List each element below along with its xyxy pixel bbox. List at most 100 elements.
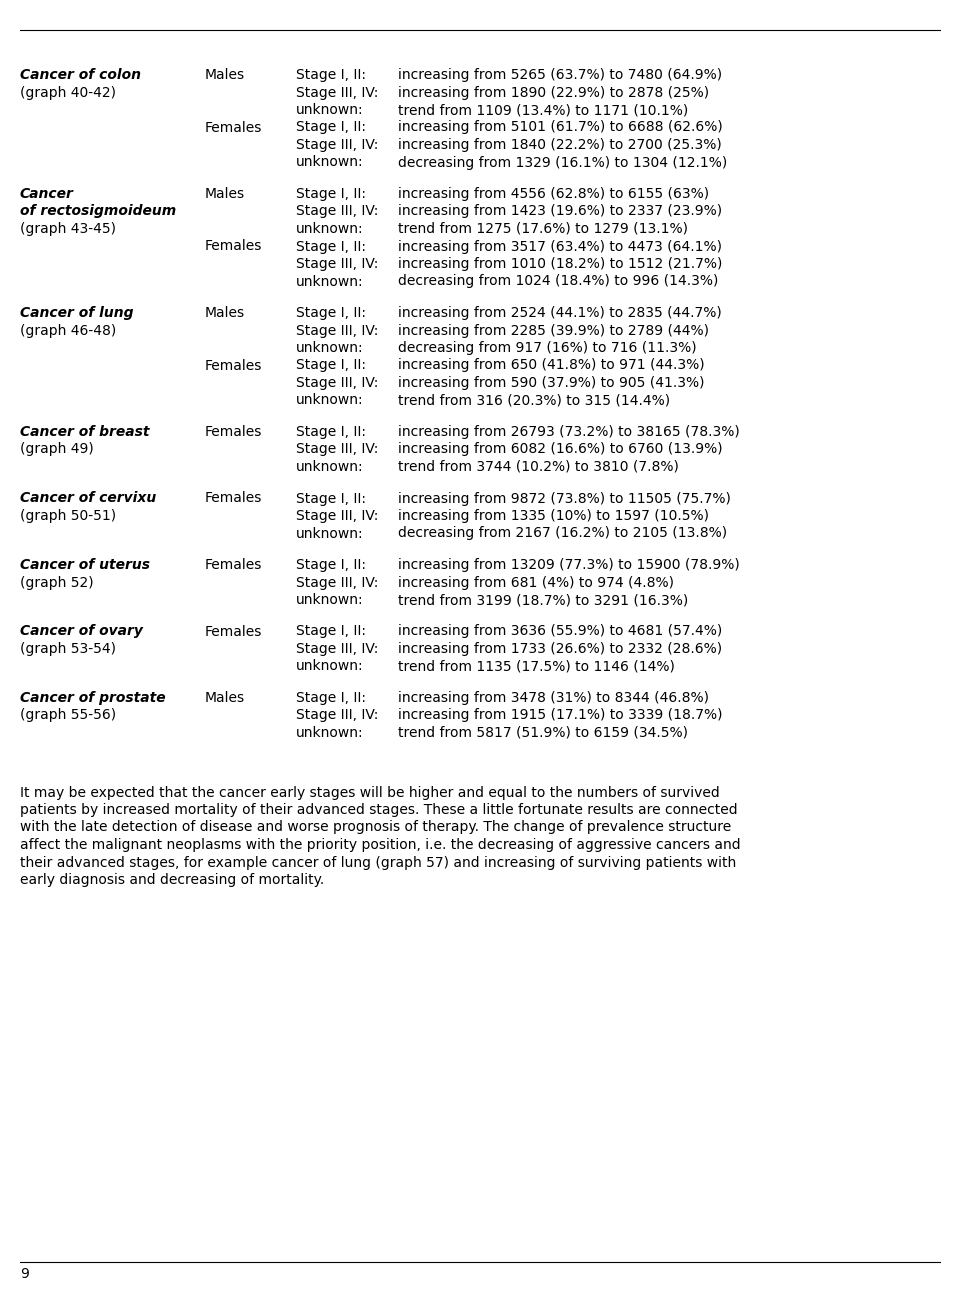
Text: unknown:: unknown:	[296, 274, 364, 288]
Text: Stage III, IV:: Stage III, IV:	[296, 442, 378, 457]
Text: decreasing from 917 (16%) to 716 (11.3%): decreasing from 917 (16%) to 716 (11.3%)	[398, 341, 697, 355]
Text: increasing from 1915 (17.1%) to 3339 (18.7%): increasing from 1915 (17.1%) to 3339 (18…	[398, 709, 723, 723]
Text: trend from 1275 (17.6%) to 1279 (13.1%): trend from 1275 (17.6%) to 1279 (13.1%)	[398, 222, 688, 236]
Text: Cancer of prostate: Cancer of prostate	[20, 692, 166, 705]
Text: (graph 43-45): (graph 43-45)	[20, 222, 116, 236]
Text: (graph 52): (graph 52)	[20, 576, 94, 590]
Text: Females: Females	[205, 240, 262, 253]
Text: trend from 5817 (51.9%) to 6159 (34.5%): trend from 5817 (51.9%) to 6159 (34.5%)	[398, 726, 688, 740]
Text: unknown:: unknown:	[296, 155, 364, 170]
Text: increasing from 1840 (22.2%) to 2700 (25.3%): increasing from 1840 (22.2%) to 2700 (25…	[398, 138, 722, 151]
Text: unknown:: unknown:	[296, 459, 364, 474]
Text: Stage III, IV:: Stage III, IV:	[296, 576, 378, 590]
Text: increasing from 1335 (10%) to 1597 (10.5%): increasing from 1335 (10%) to 1597 (10.5…	[398, 509, 709, 523]
Text: Stage III, IV:: Stage III, IV:	[296, 138, 378, 151]
Text: Stage I, II:: Stage I, II:	[296, 68, 366, 82]
Text: Stage I, II:: Stage I, II:	[296, 305, 366, 320]
Text: of rectosigmoideum: of rectosigmoideum	[20, 205, 177, 218]
Text: Stage I, II:: Stage I, II:	[296, 692, 366, 705]
Text: their advanced stages, for example cancer of lung (graph 57) and increasing of s: their advanced stages, for example cance…	[20, 856, 736, 869]
Text: increasing from 1733 (26.6%) to 2332 (28.6%): increasing from 1733 (26.6%) to 2332 (28…	[398, 642, 722, 656]
Text: trend from 3199 (18.7%) to 3291 (16.3%): trend from 3199 (18.7%) to 3291 (16.3%)	[398, 592, 688, 607]
Text: (graph 53-54): (graph 53-54)	[20, 642, 116, 656]
Text: increasing from 650 (41.8%) to 971 (44.3%): increasing from 650 (41.8%) to 971 (44.3…	[398, 359, 705, 372]
Text: Stage III, IV:: Stage III, IV:	[296, 324, 378, 338]
Text: Cancer of ovary: Cancer of ovary	[20, 625, 143, 638]
Text: Stage I, II:: Stage I, II:	[296, 625, 366, 638]
Text: Stage III, IV:: Stage III, IV:	[296, 509, 378, 523]
Text: patients by increased mortality of their advanced stages. These a little fortuna: patients by increased mortality of their…	[20, 803, 737, 817]
Text: increasing from 6082 (16.6%) to 6760 (13.9%): increasing from 6082 (16.6%) to 6760 (13…	[398, 442, 723, 457]
Text: increasing from 26793 (73.2%) to 38165 (78.3%): increasing from 26793 (73.2%) to 38165 (…	[398, 425, 740, 438]
Text: (graph 55-56): (graph 55-56)	[20, 709, 116, 723]
Text: increasing from 5265 (63.7%) to 7480 (64.9%): increasing from 5265 (63.7%) to 7480 (64…	[398, 68, 722, 82]
Text: unknown:: unknown:	[296, 341, 364, 355]
Text: Cancer of lung: Cancer of lung	[20, 305, 133, 320]
Text: Females: Females	[205, 492, 262, 505]
Text: increasing from 590 (37.9%) to 905 (41.3%): increasing from 590 (37.9%) to 905 (41.3…	[398, 376, 705, 390]
Text: Stage III, IV:: Stage III, IV:	[296, 86, 378, 99]
Text: Stage III, IV:: Stage III, IV:	[296, 642, 378, 656]
Text: Males: Males	[205, 305, 245, 320]
Text: increasing from 4556 (62.8%) to 6155 (63%): increasing from 4556 (62.8%) to 6155 (63…	[398, 187, 709, 201]
Text: Males: Males	[205, 68, 245, 82]
Text: (graph 46-48): (graph 46-48)	[20, 324, 116, 338]
Text: trend from 3744 (10.2%) to 3810 (7.8%): trend from 3744 (10.2%) to 3810 (7.8%)	[398, 459, 679, 474]
Text: unknown:: unknown:	[296, 592, 364, 607]
Text: Cancer of uterus: Cancer of uterus	[20, 559, 150, 572]
Text: early diagnosis and decreasing of mortality.: early diagnosis and decreasing of mortal…	[20, 873, 324, 887]
Text: Stage III, IV:: Stage III, IV:	[296, 376, 378, 390]
Text: increasing from 3636 (55.9%) to 4681 (57.4%): increasing from 3636 (55.9%) to 4681 (57…	[398, 625, 722, 638]
Text: trend from 316 (20.3%) to 315 (14.4%): trend from 316 (20.3%) to 315 (14.4%)	[398, 394, 670, 407]
Text: increasing from 3478 (31%) to 8344 (46.8%): increasing from 3478 (31%) to 8344 (46.8…	[398, 692, 709, 705]
Text: It may be expected that the cancer early stages will be higher and equal to the : It may be expected that the cancer early…	[20, 786, 720, 800]
Text: increasing from 9872 (73.8%) to 11505 (75.7%): increasing from 9872 (73.8%) to 11505 (7…	[398, 492, 731, 505]
Text: Stage I, II:: Stage I, II:	[296, 359, 366, 372]
Text: Females: Females	[205, 625, 262, 638]
Text: increasing from 2285 (39.9%) to 2789 (44%): increasing from 2285 (39.9%) to 2789 (44…	[398, 324, 709, 338]
Text: increasing from 1890 (22.9%) to 2878 (25%): increasing from 1890 (22.9%) to 2878 (25…	[398, 86, 709, 99]
Text: Stage I, II:: Stage I, II:	[296, 187, 366, 201]
Text: trend from 1109 (13.4%) to 1171 (10.1%): trend from 1109 (13.4%) to 1171 (10.1%)	[398, 103, 688, 117]
Text: (graph 50-51): (graph 50-51)	[20, 509, 116, 523]
Text: Stage I, II:: Stage I, II:	[296, 492, 366, 505]
Text: trend from 1135 (17.5%) to 1146 (14%): trend from 1135 (17.5%) to 1146 (14%)	[398, 659, 675, 673]
Text: decreasing from 1329 (16.1%) to 1304 (12.1%): decreasing from 1329 (16.1%) to 1304 (12…	[398, 155, 728, 170]
Text: decreasing from 2167 (16.2%) to 2105 (13.8%): decreasing from 2167 (16.2%) to 2105 (13…	[398, 526, 727, 540]
Text: unknown:: unknown:	[296, 103, 364, 117]
Text: increasing from 2524 (44.1%) to 2835 (44.7%): increasing from 2524 (44.1%) to 2835 (44…	[398, 305, 722, 320]
Text: unknown:: unknown:	[296, 659, 364, 673]
Text: (graph 49): (graph 49)	[20, 442, 94, 457]
Text: increasing from 13209 (77.3%) to 15900 (78.9%): increasing from 13209 (77.3%) to 15900 (…	[398, 559, 740, 572]
Text: Stage I, II:: Stage I, II:	[296, 425, 366, 438]
Text: Cancer of colon: Cancer of colon	[20, 68, 141, 82]
Text: unknown:: unknown:	[296, 726, 364, 740]
Text: affect the malignant neoplasms with the priority position, i.e. the decreasing o: affect the malignant neoplasms with the …	[20, 838, 740, 852]
Text: decreasing from 1024 (18.4%) to 996 (14.3%): decreasing from 1024 (18.4%) to 996 (14.…	[398, 274, 718, 288]
Text: increasing from 681 (4%) to 974 (4.8%): increasing from 681 (4%) to 974 (4.8%)	[398, 576, 674, 590]
Text: 9: 9	[20, 1267, 29, 1282]
Text: (graph 40-42): (graph 40-42)	[20, 86, 116, 99]
Text: Females: Females	[205, 425, 262, 438]
Text: Females: Females	[205, 559, 262, 572]
Text: Males: Males	[205, 187, 245, 201]
Text: Stage I, II:: Stage I, II:	[296, 240, 366, 253]
Text: Stage III, IV:: Stage III, IV:	[296, 709, 378, 723]
Text: increasing from 3517 (63.4%) to 4473 (64.1%): increasing from 3517 (63.4%) to 4473 (64…	[398, 240, 722, 253]
Text: Cancer of breast: Cancer of breast	[20, 425, 150, 438]
Text: Stage I, II:: Stage I, II:	[296, 120, 366, 134]
Text: unknown:: unknown:	[296, 526, 364, 540]
Text: Stage III, IV:: Stage III, IV:	[296, 257, 378, 271]
Text: Stage I, II:: Stage I, II:	[296, 559, 366, 572]
Text: increasing from 1423 (19.6%) to 2337 (23.9%): increasing from 1423 (19.6%) to 2337 (23…	[398, 205, 722, 218]
Text: Cancer: Cancer	[20, 187, 74, 201]
Text: unknown:: unknown:	[296, 222, 364, 236]
Text: Males: Males	[205, 692, 245, 705]
Text: Cancer of cervixu: Cancer of cervixu	[20, 492, 156, 505]
Text: with the late detection of disease and worse prognosis of therapy. The change of: with the late detection of disease and w…	[20, 821, 732, 834]
Text: increasing from 1010 (18.2%) to 1512 (21.7%): increasing from 1010 (18.2%) to 1512 (21…	[398, 257, 722, 271]
Text: Stage III, IV:: Stage III, IV:	[296, 205, 378, 218]
Text: unknown:: unknown:	[296, 394, 364, 407]
Text: increasing from 5101 (61.7%) to 6688 (62.6%): increasing from 5101 (61.7%) to 6688 (62…	[398, 120, 723, 134]
Text: Females: Females	[205, 120, 262, 134]
